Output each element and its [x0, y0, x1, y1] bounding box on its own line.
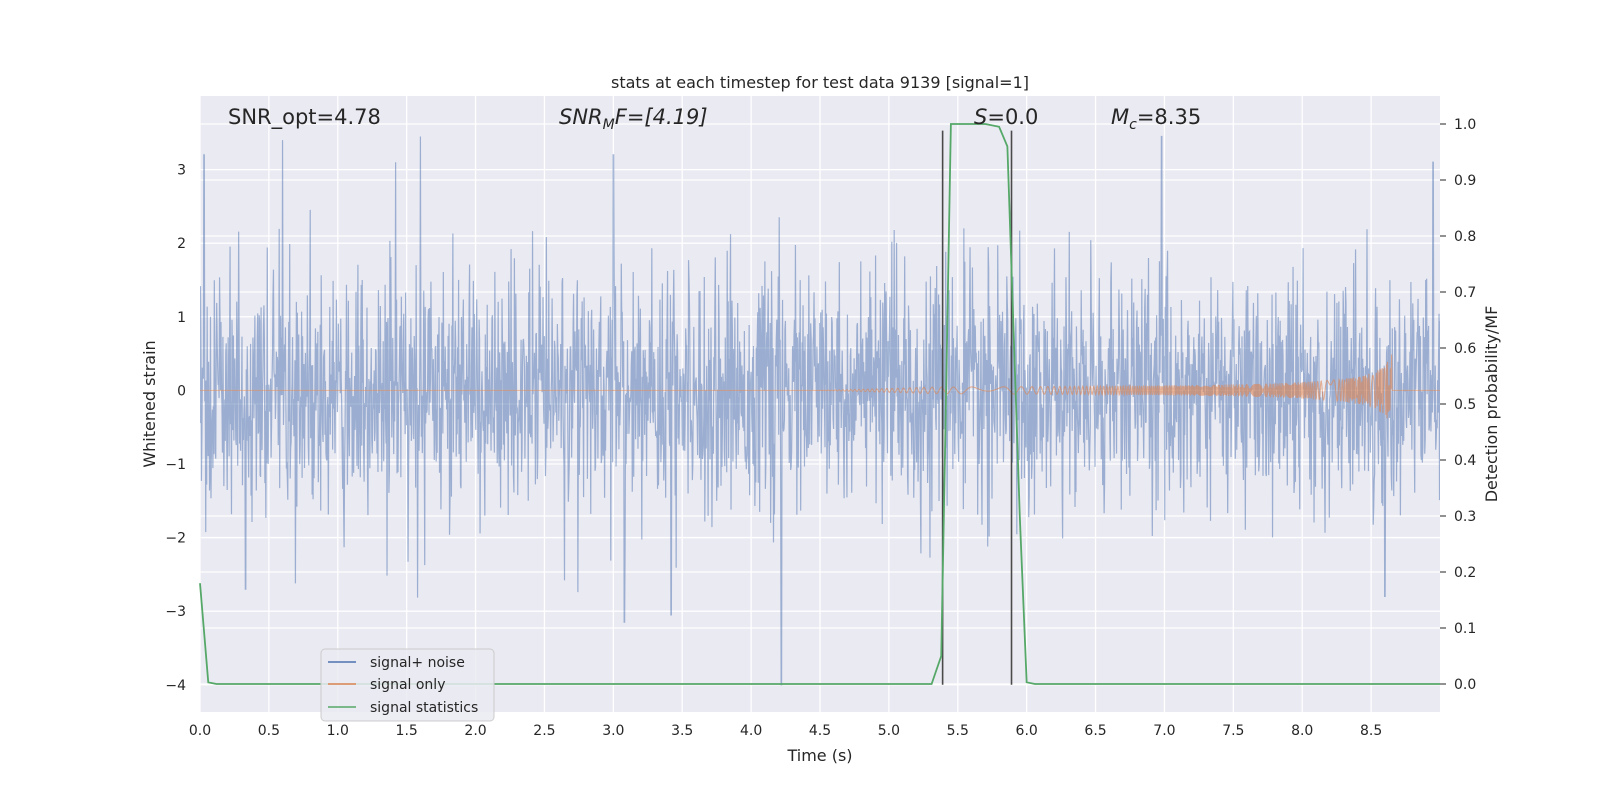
- y-tick-label: −1: [165, 457, 186, 473]
- s-annotation: S=0.0: [974, 105, 1038, 129]
- y-tick-labels: 3 2 1 0 −1 −2 −3 −4: [165, 163, 186, 694]
- snr-mf-tail: F=[4.19]: [615, 105, 708, 129]
- series-layer: [200, 135, 1440, 686]
- y-tick-label: −3: [165, 604, 186, 620]
- mc-italic: M: [1111, 105, 1129, 129]
- s-italic: S: [974, 105, 987, 129]
- x-tick-label: 0.5: [258, 723, 280, 739]
- x-tick-label: 2.5: [533, 723, 555, 739]
- x-tick-label: 6.0: [1016, 723, 1038, 739]
- y2-tick-label: 0.2: [1454, 565, 1476, 581]
- x-axis-label: Time (s): [786, 746, 852, 765]
- x-tick-label: 1.5: [396, 723, 418, 739]
- x-tick-label: 0.0: [189, 723, 211, 739]
- snr-mf-annotation: SNRMF=[4.19]: [559, 105, 708, 133]
- legend: signal+ noise signal only signal statist…: [320, 648, 495, 722]
- y2-tick-label: 0.7: [1454, 285, 1476, 301]
- y-tick-label: −2: [165, 531, 186, 547]
- s-value: =0.0: [987, 105, 1038, 129]
- legend-box: [320, 648, 495, 722]
- x-tick-label: 2.0: [464, 723, 486, 739]
- y2-tick-label: 0.8: [1454, 229, 1476, 245]
- y-tick-label: 2: [177, 236, 186, 252]
- y-axis-label: Whitened strain: [140, 340, 159, 467]
- y2-tick-label: 0.0: [1454, 677, 1476, 693]
- y2-tick-label: 0.4: [1454, 453, 1476, 469]
- x-tick-label: 8.5: [1360, 723, 1382, 739]
- x-tick-label: 4.0: [740, 723, 762, 739]
- y-tick-label: 3: [177, 163, 186, 179]
- snr-opt-annotation: SNR_opt=4.78: [228, 105, 381, 130]
- y2-tick-label: 0.1: [1454, 621, 1476, 637]
- mc-annotation: Mc=8.35: [1111, 105, 1201, 133]
- legend-label-signal-only: signal only: [370, 677, 445, 693]
- mc-sub: c: [1129, 117, 1137, 133]
- mc-value: =8.35: [1137, 105, 1201, 129]
- y2-tick-label: 0.9: [1454, 173, 1476, 189]
- y-tick-label: 1: [177, 310, 186, 326]
- x-tick-label: 8.0: [1291, 723, 1313, 739]
- legend-label-signal-noise: signal+ noise: [370, 655, 465, 671]
- legend-label-signal-statistics: signal statistics: [370, 700, 478, 716]
- x-tick-label: 3.0: [602, 723, 624, 739]
- x-tick-label: 7.0: [1153, 723, 1175, 739]
- y2-tick-label: 0.6: [1454, 341, 1476, 357]
- series-signal-only: [200, 354, 1440, 419]
- snr-mf-italic: SNR: [559, 105, 603, 129]
- y-tick-label: −4: [165, 678, 186, 694]
- x-tick-label: 4.5: [809, 723, 831, 739]
- y2-tick-label: 1.0: [1454, 117, 1476, 133]
- y2-tick-label: 0.3: [1454, 509, 1476, 525]
- y-tick-label: 0: [177, 383, 186, 399]
- x-tick-label: 5.0: [878, 723, 900, 739]
- x-tick-label: 5.5: [947, 723, 969, 739]
- x-tick-label: 7.5: [1222, 723, 1244, 739]
- x-tick-label: 6.5: [1084, 723, 1106, 739]
- x-tick-label: 3.5: [671, 723, 693, 739]
- snr-mf-sub: M: [603, 117, 615, 133]
- y2-tick-label: 0.5: [1454, 397, 1476, 413]
- x-tick-label: 1.0: [327, 723, 349, 739]
- y2-axis-label: Detection probability/MF: [1482, 306, 1501, 503]
- x-tick-labels: 0.0 0.5 1.0 1.5 2.0 2.5 3.0 3.5 4.0 4.5 5.0 5.5 6.0 6…: [189, 723, 1382, 739]
- series-signal-noise: [200, 135, 1440, 686]
- y2-tick-labels: 1.0 0.9 0.8 0.7 0.6 0.5 0.4 0.3 0.2 0.1 0.0: [1440, 117, 1476, 693]
- chart-title: stats at each timestep for test data 913…: [611, 73, 1029, 92]
